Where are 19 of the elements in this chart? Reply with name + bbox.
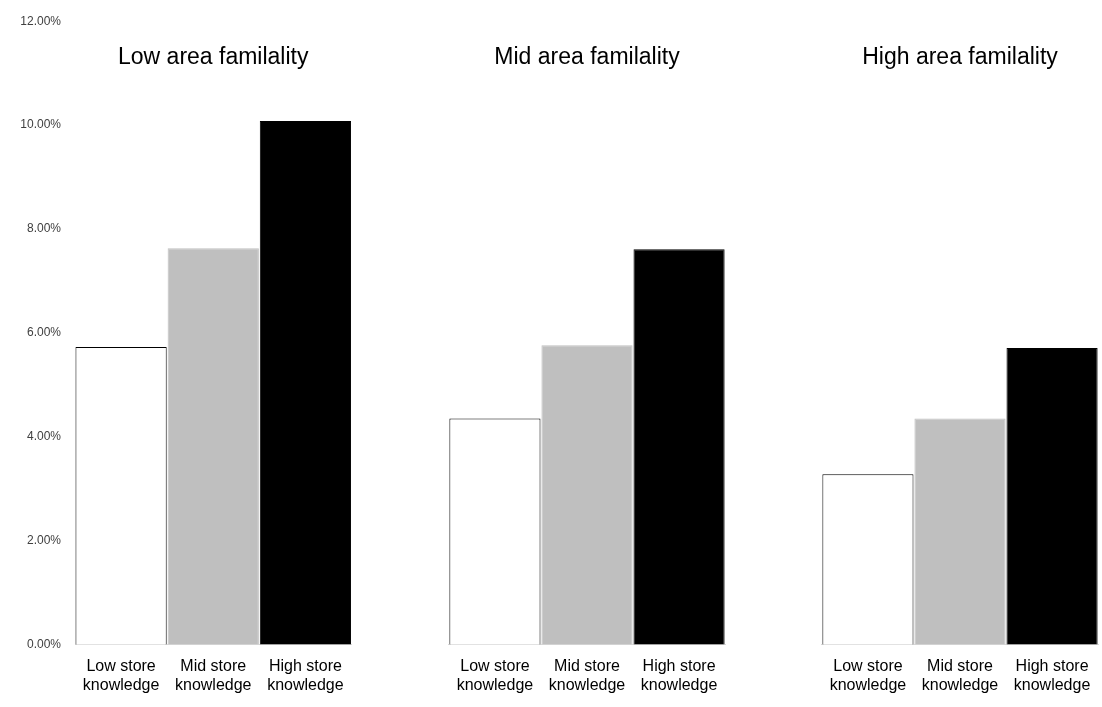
- y-tick-label: 6.00%: [26, 325, 62, 340]
- text: Low area familality: [118, 42, 309, 69]
- y-tick-label: 12.00%: [20, 13, 62, 28]
- x-tick-label: Low store knowledge: [829, 656, 907, 693]
- x-tick-label: High store knowledge: [1013, 656, 1091, 693]
- x-tick-label: Mid store knowledge: [921, 656, 999, 693]
- y-tick-label: 4.00%: [26, 429, 62, 444]
- x-tick-label: Low store knowledge: [82, 656, 160, 693]
- x-tick-label: Low store knowledge: [456, 656, 534, 693]
- x-tick-label: High store knowledge: [267, 656, 344, 693]
- y-tick-label: 2.00%: [26, 533, 62, 548]
- x-tick-label: Mid store knowledge: [548, 656, 626, 693]
- text: High area familality: [862, 42, 1059, 69]
- y-tick-label: 8.00%: [26, 221, 62, 236]
- x-tick-label: High store knowledge: [640, 656, 718, 693]
- text: Mid area familality: [494, 42, 681, 69]
- x-tick-label: Mid store knowledge: [175, 656, 252, 693]
- y-tick-label: 10.00%: [20, 117, 62, 132]
- y-tick-label: 0.00%: [26, 636, 62, 651]
